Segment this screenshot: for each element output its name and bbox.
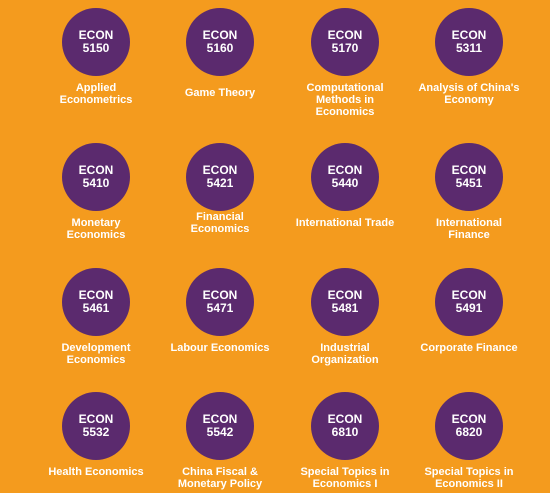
course-card-5481[interactable]: ECON 5481 Industrial Organization xyxy=(279,268,411,366)
course-number: 5311 xyxy=(455,41,483,55)
course-badge: ECON 5440 xyxy=(311,143,379,211)
course-number: 5410 xyxy=(82,176,110,190)
course-card-5542[interactable]: ECON 5542 China Fiscal & Monetary Policy xyxy=(154,392,286,490)
course-card-5170[interactable]: ECON 5170 Computational Methods in Economi… xyxy=(279,8,411,118)
course-badge: ECON 5542 xyxy=(186,392,254,460)
course-number: 5160 xyxy=(206,41,234,55)
course-title: International Trade xyxy=(295,217,395,229)
course-dept: ECON xyxy=(327,163,363,177)
course-badge: ECON 5150 xyxy=(62,8,130,76)
course-badge: ECON 6820 xyxy=(435,392,503,460)
course-title: Special Topics in Economics II xyxy=(424,466,514,490)
course-title: Monetary Economics xyxy=(66,217,126,241)
course-title: Financial Economics xyxy=(190,211,250,235)
course-card-6810[interactable]: ECON 6810 Special Topics in Economics I xyxy=(279,392,411,490)
course-badge: ECON 5160 xyxy=(186,8,254,76)
course-dept: ECON xyxy=(78,163,114,177)
course-title: Applied Econometrics xyxy=(59,82,133,106)
course-number: 5491 xyxy=(455,301,483,315)
course-dept: ECON xyxy=(202,412,238,426)
course-title: Special Topics in Economics I xyxy=(300,466,390,490)
course-number: 5542 xyxy=(206,425,234,439)
course-title: Corporate Finance xyxy=(420,342,518,354)
course-dept: ECON xyxy=(327,28,363,42)
course-badge: ECON 5491 xyxy=(435,268,503,336)
course-badge: ECON 5421 xyxy=(186,143,254,211)
course-badge: ECON 5451 xyxy=(435,143,503,211)
course-card-5160[interactable]: ECON 5160 Game Theory xyxy=(154,8,286,99)
course-card-5311[interactable]: ECON 5311 Analysis of China's Economy xyxy=(403,8,535,106)
course-card-5410[interactable]: ECON 5410 Monetary Economics xyxy=(30,143,162,241)
course-number: 5481 xyxy=(331,301,359,315)
course-title: Development Economics xyxy=(61,342,131,366)
course-badge: ECON 5461 xyxy=(62,268,130,336)
course-dept: ECON xyxy=(451,163,487,177)
course-card-5150[interactable]: ECON 5150 Applied Econometrics xyxy=(30,8,162,106)
course-badge: ECON 5410 xyxy=(62,143,130,211)
course-card-5491[interactable]: ECON 5491 Corporate Finance xyxy=(403,268,535,354)
course-dept: ECON xyxy=(202,163,238,177)
course-badge: ECON 5471 xyxy=(186,268,254,336)
course-dept: ECON xyxy=(451,288,487,302)
course-dept: ECON xyxy=(327,288,363,302)
course-card-5421[interactable]: ECON 5421 Financial Economics xyxy=(154,143,286,235)
course-dept: ECON xyxy=(327,412,363,426)
course-card-5440[interactable]: ECON 5440 International Trade xyxy=(279,143,411,229)
course-title: Labour Economics xyxy=(170,342,270,354)
course-dept: ECON xyxy=(78,28,114,42)
course-title: International Finance xyxy=(435,217,502,241)
course-title: Game Theory xyxy=(184,87,256,99)
course-dept: ECON xyxy=(78,288,114,302)
course-badge: ECON 6810 xyxy=(311,392,379,460)
course-card-5532[interactable]: ECON 5532 Health Economics xyxy=(30,392,162,478)
course-dept: ECON xyxy=(202,28,238,42)
course-title: Industrial Organization xyxy=(311,342,379,366)
course-dept: ECON xyxy=(78,412,114,426)
course-card-5471[interactable]: ECON 5471 Labour Economics xyxy=(154,268,286,354)
course-card-6820[interactable]: ECON 6820 Special Topics in Economics II xyxy=(403,392,535,490)
course-number: 5421 xyxy=(206,176,234,190)
course-title: Analysis of China's Economy xyxy=(418,82,520,106)
course-dept: ECON xyxy=(451,412,487,426)
course-card-5461[interactable]: ECON 5461 Development Economics xyxy=(30,268,162,366)
course-title: Health Economics xyxy=(48,466,144,478)
course-number: 5150 xyxy=(82,41,110,55)
course-number: 6820 xyxy=(455,425,483,439)
course-title: China Fiscal & Monetary Policy xyxy=(177,466,263,490)
course-number: 5440 xyxy=(331,176,359,190)
course-title: Computational Methods in Economics xyxy=(306,82,384,118)
course-dept: ECON xyxy=(451,28,487,42)
course-number: 5532 xyxy=(82,425,110,439)
course-badge: ECON 5532 xyxy=(62,392,130,460)
course-number: 6810 xyxy=(331,425,359,439)
course-dept: ECON xyxy=(202,288,238,302)
course-number: 5461 xyxy=(82,301,110,315)
course-number: 5471 xyxy=(206,301,234,315)
course-number: 5170 xyxy=(331,41,359,55)
course-badge: ECON 5311 xyxy=(435,8,503,76)
course-badge: ECON 5481 xyxy=(311,268,379,336)
course-card-5451[interactable]: ECON 5451 International Finance xyxy=(403,143,535,241)
course-badge: ECON 5170 xyxy=(311,8,379,76)
course-number: 5451 xyxy=(455,176,483,190)
